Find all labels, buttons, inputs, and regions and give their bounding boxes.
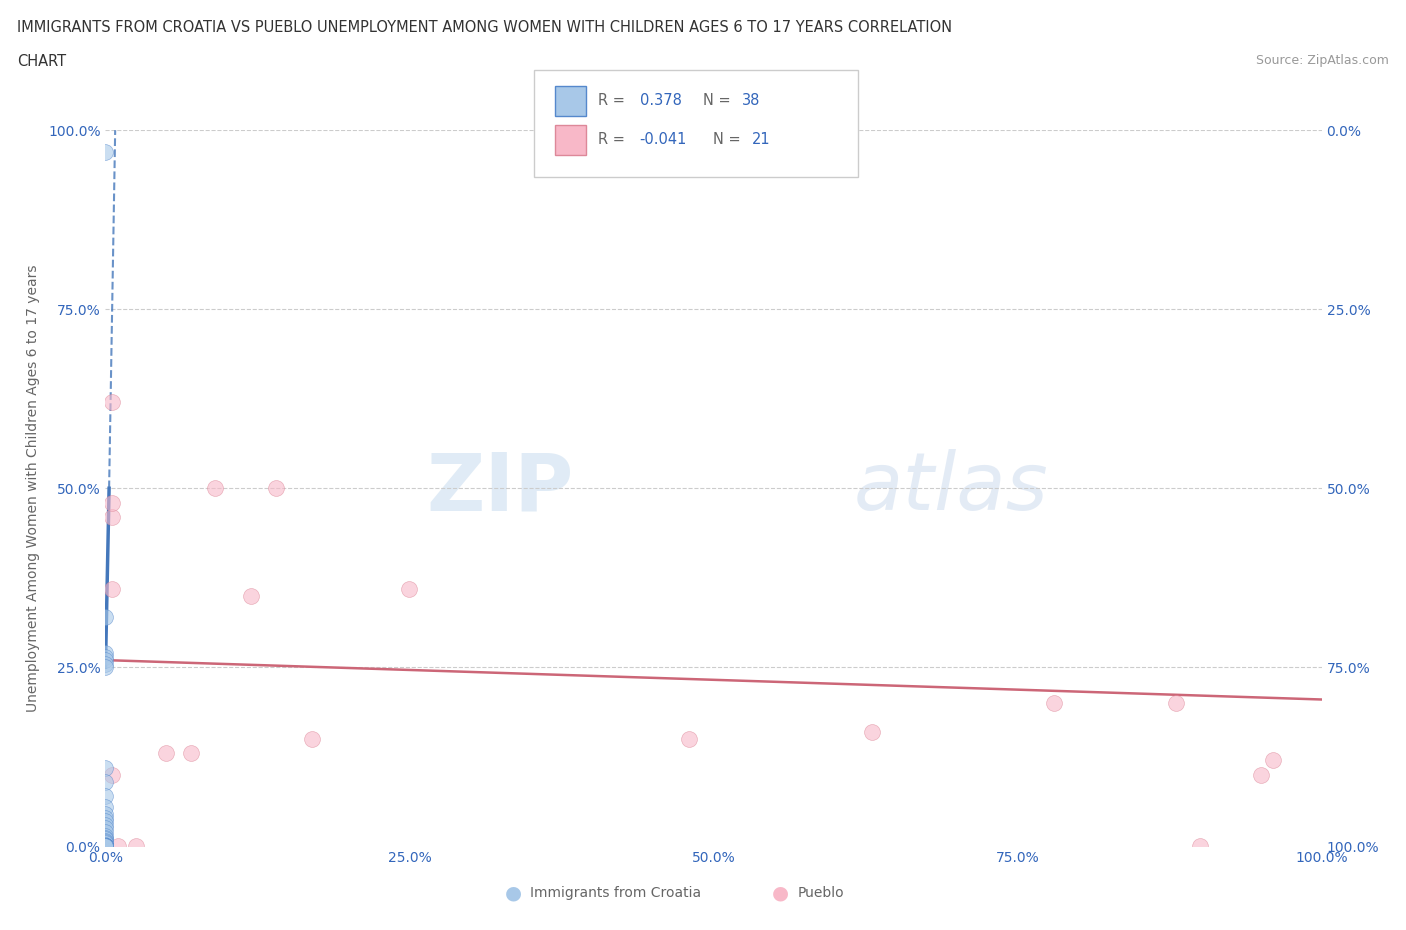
Point — [94, 836, 117, 851]
Point — [94, 839, 117, 854]
Point — [94, 839, 117, 854]
Point — [94, 831, 117, 846]
Text: R =: R = — [598, 132, 628, 148]
Point — [94, 839, 117, 854]
Point — [94, 839, 117, 854]
Point — [94, 839, 117, 854]
Point — [94, 839, 117, 854]
Point — [94, 789, 117, 804]
Text: R =: R = — [598, 93, 628, 109]
Text: N =: N = — [703, 93, 735, 109]
Point — [94, 657, 117, 671]
Point — [94, 775, 117, 790]
Point — [94, 839, 117, 854]
Point — [107, 839, 129, 854]
Point — [264, 481, 287, 496]
Text: atlas: atlas — [853, 449, 1047, 527]
Text: ●: ● — [505, 884, 522, 902]
Point — [94, 837, 117, 852]
Point — [94, 839, 117, 854]
Text: 38: 38 — [742, 93, 761, 109]
Text: N =: N = — [713, 132, 745, 148]
Text: Immigrants from Croatia: Immigrants from Croatia — [530, 885, 702, 900]
Point — [94, 833, 117, 848]
Point — [1261, 753, 1284, 768]
Point — [94, 817, 117, 832]
Point — [94, 806, 117, 821]
Text: Pueblo: Pueblo — [797, 885, 844, 900]
Y-axis label: Unemployment Among Women with Children Ages 6 to 17 years: Unemployment Among Women with Children A… — [25, 264, 39, 712]
Point — [94, 821, 117, 836]
Point — [94, 810, 117, 825]
Point — [1189, 839, 1212, 854]
Text: CHART: CHART — [17, 54, 66, 69]
Point — [94, 839, 117, 854]
Text: IMMIGRANTS FROM CROATIA VS PUEBLO UNEMPLOYMENT AMONG WOMEN WITH CHILDREN AGES 6 : IMMIGRANTS FROM CROATIA VS PUEBLO UNEMPL… — [17, 20, 952, 35]
Point — [94, 839, 117, 854]
Point — [301, 732, 323, 747]
Point — [94, 830, 117, 845]
Point — [100, 581, 122, 596]
Point — [94, 144, 117, 159]
Point — [94, 760, 117, 775]
Point — [94, 825, 117, 840]
Point — [100, 510, 122, 525]
Text: ZIP: ZIP — [426, 449, 574, 527]
Point — [94, 828, 117, 843]
Point — [94, 839, 117, 854]
Text: Source: ZipAtlas.com: Source: ZipAtlas.com — [1256, 54, 1389, 67]
Point — [1250, 767, 1272, 782]
Point — [1043, 696, 1066, 711]
Point — [180, 746, 202, 761]
Point — [94, 814, 117, 829]
Point — [94, 660, 117, 675]
Point — [204, 481, 226, 496]
Point — [94, 645, 117, 660]
Point — [398, 581, 420, 596]
Point — [240, 589, 263, 604]
Text: 0.378: 0.378 — [640, 93, 682, 109]
Point — [94, 610, 117, 625]
Point — [94, 649, 117, 664]
Text: ●: ● — [772, 884, 789, 902]
Point — [860, 724, 883, 739]
Text: -0.041: -0.041 — [640, 132, 688, 148]
Point — [678, 732, 700, 747]
Text: 21: 21 — [752, 132, 770, 148]
Point — [94, 839, 117, 854]
Point — [94, 800, 117, 815]
Point — [94, 839, 117, 854]
Point — [155, 746, 177, 761]
Point — [100, 495, 122, 510]
Point — [94, 839, 117, 854]
Point — [94, 653, 117, 668]
Point — [100, 767, 122, 782]
Point — [94, 834, 117, 849]
Point — [125, 839, 148, 854]
Point — [100, 395, 122, 410]
Point — [1164, 696, 1187, 711]
